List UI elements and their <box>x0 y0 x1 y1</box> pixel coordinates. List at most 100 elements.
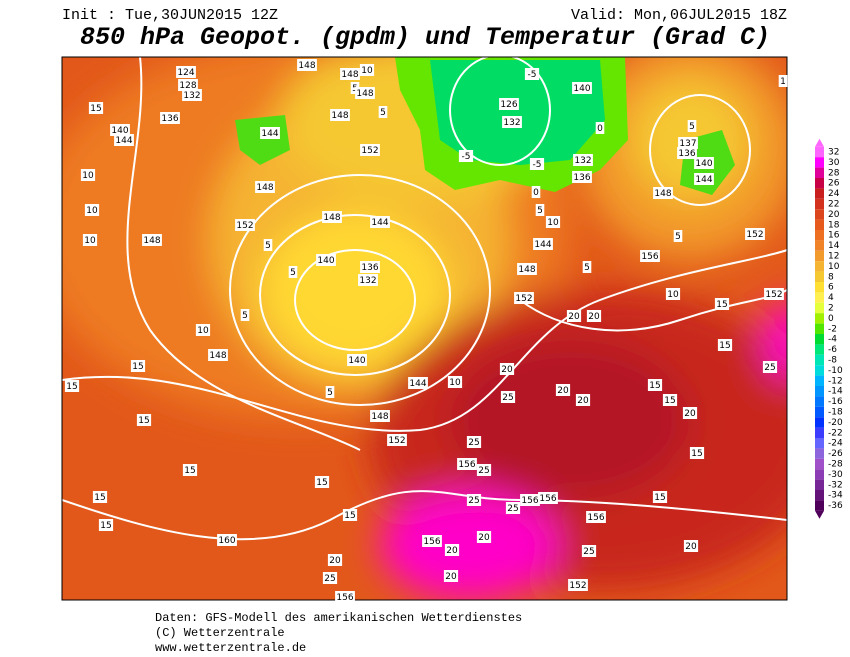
legend-label: 24 <box>828 189 840 199</box>
contour-label: 140 <box>573 84 590 94</box>
label-box <box>82 234 98 246</box>
legend-swatch <box>815 448 824 459</box>
label-box <box>370 410 390 422</box>
legend-label: 8 <box>828 272 834 282</box>
contour-label: 10 <box>361 66 373 76</box>
contour-label: 20 <box>478 533 490 543</box>
legend-label: -4 <box>828 335 837 345</box>
label-box <box>178 79 198 91</box>
contour-label: 15 <box>90 104 101 114</box>
legend-arrow <box>815 138 824 147</box>
contour-label: 15 <box>654 493 665 503</box>
label-box <box>762 361 778 373</box>
legend-swatch <box>815 479 824 490</box>
label-box <box>240 309 250 321</box>
label-box <box>586 310 602 322</box>
contour-label: 10 <box>86 206 98 216</box>
label-box <box>505 502 521 514</box>
label-box <box>647 379 663 391</box>
label-box <box>322 572 338 584</box>
contour-label: 5 <box>265 241 271 251</box>
contour-label: -5 <box>462 152 471 162</box>
contour-label: -5 <box>528 70 537 80</box>
contour-label: -5 <box>533 160 542 170</box>
legend-swatch <box>815 354 824 366</box>
contour-label: 152 <box>515 294 532 304</box>
legend-swatch <box>815 344 824 355</box>
legend-label: -8 <box>828 356 837 366</box>
legend-swatch <box>815 365 824 376</box>
contour-label: 144 <box>409 379 426 389</box>
contour-label: 15 <box>316 478 327 488</box>
contour-label: 152 <box>765 290 782 300</box>
contour-label: 148 <box>331 111 348 121</box>
legend-label: 4 <box>828 293 834 303</box>
contour-label: 156 <box>521 496 538 506</box>
contour-label: 148 <box>341 70 358 80</box>
contour-label: 0 <box>533 188 539 198</box>
label-box <box>457 458 477 470</box>
legend-swatch <box>815 375 824 386</box>
legend-swatch <box>815 302 824 314</box>
contour-label: 156 <box>587 513 604 523</box>
label-box <box>531 186 541 198</box>
label-box <box>347 354 367 366</box>
label-box <box>359 64 375 76</box>
legend-label: -30 <box>828 470 843 480</box>
contour-label: 160 <box>218 536 235 546</box>
legend-label: 10 <box>828 262 840 272</box>
legend-swatch <box>815 313 824 324</box>
label-box <box>499 98 519 110</box>
legend-label: -26 <box>828 449 843 459</box>
legend-swatch <box>815 157 824 168</box>
label-box <box>677 147 697 159</box>
label-box <box>136 414 152 426</box>
label-box <box>745 228 765 240</box>
contour-label: 15 <box>138 416 149 426</box>
label-box <box>500 391 516 403</box>
label-box <box>586 511 606 523</box>
legend-swatch <box>815 323 824 334</box>
legend-swatch <box>815 271 824 282</box>
label-box <box>665 288 681 300</box>
footer-line: www.wetterzentrale.de <box>155 641 306 655</box>
label-box <box>322 211 342 223</box>
label-box <box>350 82 360 94</box>
contour-label: 20 <box>557 386 569 396</box>
legend-swatch <box>815 261 824 272</box>
label-box <box>764 288 784 300</box>
map-area <box>62 57 787 600</box>
contour-label: 5 <box>290 268 296 278</box>
label-box <box>330 109 350 121</box>
label-box <box>182 89 202 101</box>
label-box <box>447 376 463 388</box>
legend-label: -28 <box>828 460 843 470</box>
label-box <box>263 239 273 251</box>
contour-label: 10 <box>197 326 209 336</box>
label-box <box>110 124 130 136</box>
label-box <box>476 531 492 543</box>
legend-swatch <box>815 396 824 407</box>
legend-swatch <box>815 198 824 210</box>
contour-label: 148 <box>209 351 226 361</box>
legend-label: -2 <box>828 324 837 334</box>
contour-label: 5 <box>584 263 590 273</box>
label-box <box>360 144 380 156</box>
legend-label: -32 <box>828 480 843 490</box>
label-box <box>689 447 705 459</box>
legend-swatch <box>815 167 824 178</box>
label-box <box>502 116 522 128</box>
contour-label: 15 <box>132 362 143 372</box>
label-box <box>443 570 459 582</box>
contour-label: 152 <box>388 436 405 446</box>
legend-label: 14 <box>828 241 840 251</box>
label-box <box>142 234 162 246</box>
contour-label: 25 <box>468 438 479 448</box>
label-box <box>529 158 545 170</box>
legend-label: -34 <box>828 491 843 501</box>
contour-label: 144 <box>534 240 551 250</box>
contour-label: 140 <box>348 356 365 366</box>
contour-label: 136 <box>573 173 590 183</box>
legend-swatch <box>815 427 824 438</box>
label-box <box>342 509 358 521</box>
